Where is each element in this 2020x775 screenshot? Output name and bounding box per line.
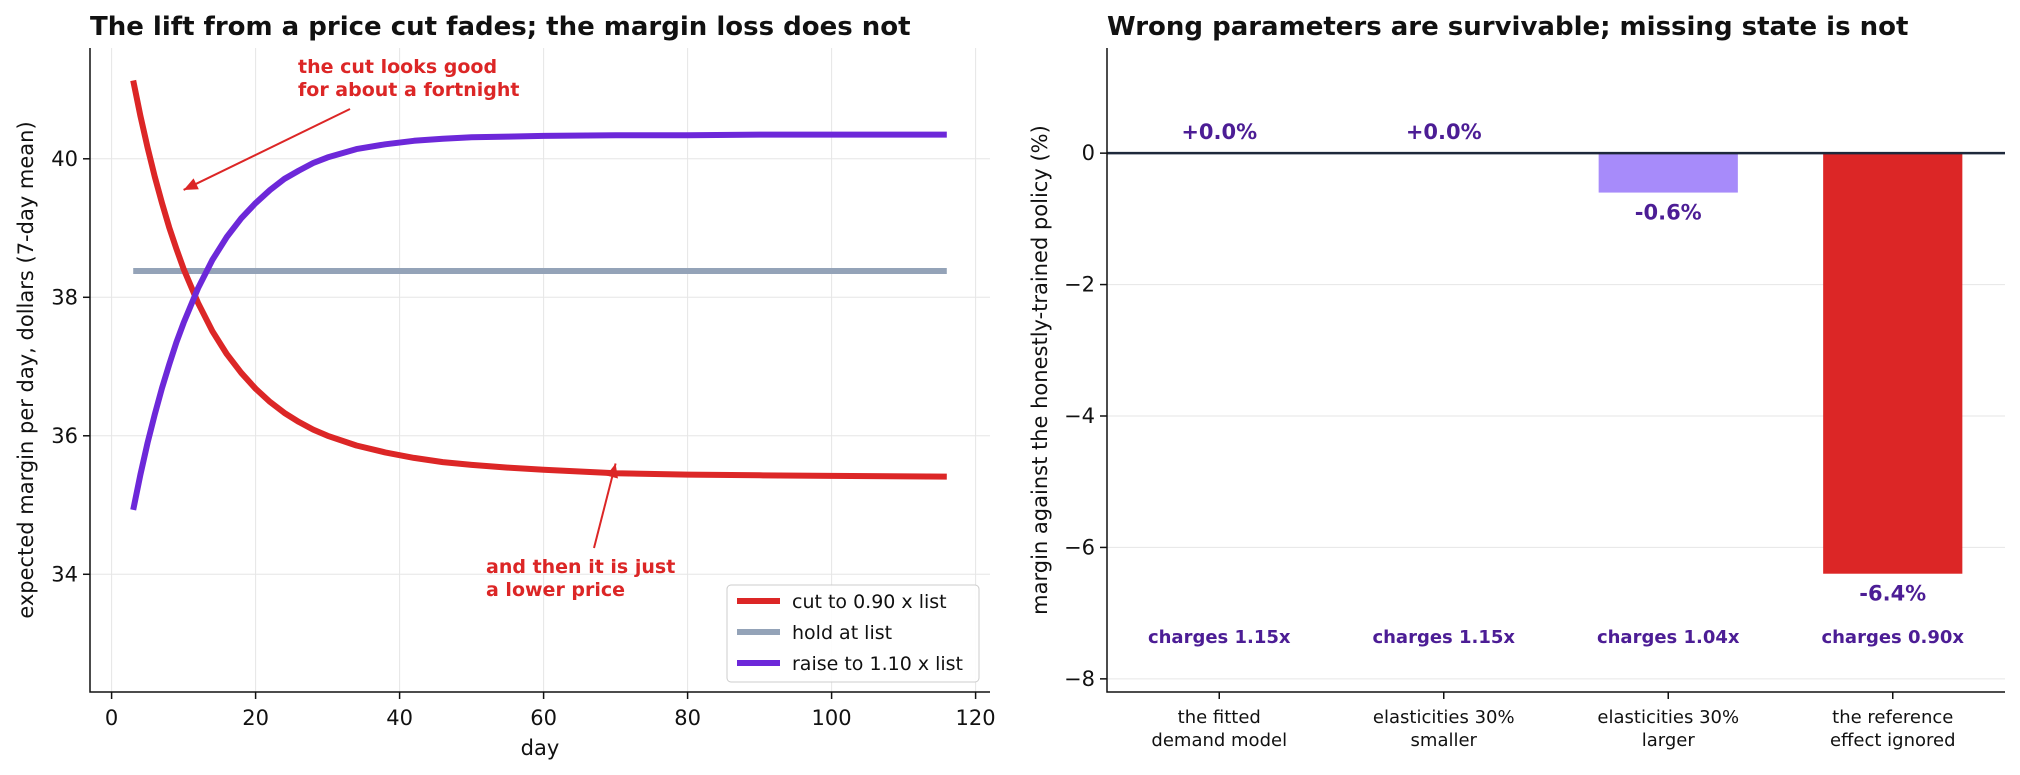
category-label-line: effect ignored: [1830, 730, 1956, 751]
category-label-line: the reference: [1832, 707, 1953, 728]
y-tick-label: −2: [1064, 273, 1095, 297]
x-tick-label: 0: [105, 706, 118, 730]
annotation-lower-price-line-1: and then it is just: [486, 556, 675, 578]
bar-chart-y-label: margin against the honestly-trained poli…: [1028, 125, 1052, 615]
legend-item-cut: cut to 0.90 x list: [737, 591, 947, 613]
legend-label: hold at list: [792, 622, 892, 644]
bar-value-label: +0.0%: [1181, 120, 1257, 144]
legend-items: cut to 0.90 x list hold at list raise to 1…: [737, 591, 963, 675]
bar-chart-bars: [1598, 153, 1963, 574]
bar-charge-label: charges 1.15x: [1372, 627, 1515, 648]
category-label: elasticities 30% larger: [1597, 707, 1739, 751]
x-tick-label: 40: [386, 706, 413, 730]
category-label-line: smaller: [1411, 730, 1478, 751]
line-chart-x-label: day: [521, 736, 560, 760]
series-line-raise: [130, 131, 947, 511]
x-tick-label: 20: [242, 706, 269, 730]
legend-frame: [726, 584, 980, 683]
y-tick-label: 40: [51, 147, 78, 171]
annotation-fortnight: the cut looks good for about a fortnight: [183, 56, 519, 191]
y-tick-label: 34: [51, 562, 78, 586]
bar-chart-value-labels: +0.0% charges 1.15x +0.0% charges 1.15x -0.6…: [1148, 120, 1964, 648]
bar-value-label: -0.6%: [1635, 201, 1702, 225]
line-chart-title: The lift from a price cut fades; the mar…: [90, 12, 911, 42]
y-tick-label: 36: [51, 424, 78, 448]
annotation-lower-price-arrowhead: [606, 463, 618, 479]
bar-chart-axes: [1106, 48, 2005, 693]
bar-chart-title: Wrong parameters are survivable; missing…: [1107, 12, 1908, 42]
line-chart-series: [130, 79, 947, 511]
bar-charge-label: charges 1.04x: [1597, 627, 1740, 648]
line-chart-y-label: expected margin per day, dollars (7-day …: [14, 121, 38, 618]
category-label: the reference effect ignored: [1830, 707, 1956, 751]
bar: [1598, 153, 1738, 193]
annotation-fortnight-line-1: the cut looks good: [298, 56, 497, 78]
annotation-fortnight-arrowhead: [183, 178, 199, 190]
annotation-fortnight-arrow: [183, 108, 351, 191]
line-chart-x-ticks: 0 20 40 60 80 100 120: [105, 692, 996, 730]
bar-charge-label: charges 0.90x: [1821, 627, 1964, 648]
line-chart-axes: [89, 48, 990, 693]
y-tick-label: −4: [1064, 404, 1095, 428]
legend-item-raise: raise to 1.10 x list: [737, 653, 963, 675]
bar-charge-label: charges 1.15x: [1148, 627, 1291, 648]
bar-value-label: +0.0%: [1406, 120, 1482, 144]
bar: [1823, 153, 1963, 574]
y-tick-label: −6: [1064, 535, 1095, 559]
legend-item-hold: hold at list: [737, 622, 892, 644]
x-tick-label: 80: [674, 706, 701, 730]
x-tick-label: 60: [530, 706, 557, 730]
annotation-lower-price-arrow: [593, 463, 617, 549]
annotation-lower-price: and then it is just a lower price: [486, 463, 682, 601]
x-tick-label: 120: [956, 706, 996, 730]
y-tick-label: −8: [1064, 667, 1095, 691]
legend-label: cut to 0.90 x list: [792, 591, 947, 613]
annotation-lower-price-text: and then it is just a lower price: [486, 556, 682, 601]
category-label-line: elasticities 30%: [1597, 707, 1739, 728]
category-label: the fitted demand model: [1151, 707, 1287, 751]
x-tick-label: 100: [812, 706, 852, 730]
legend-label: raise to 1.10 x list: [792, 653, 963, 675]
series-line-cut: [130, 79, 947, 480]
line-chart-legend: cut to 0.90 x list hold at list raise to 1…: [726, 584, 980, 683]
line-chart-y-ticks: 34 36 38 40: [51, 147, 90, 586]
annotation-fortnight-line-2: for about a fortnight: [298, 79, 519, 101]
annotation-fortnight-text: the cut looks good for about a fortnight: [298, 56, 519, 101]
line-chart-panel: The lift from a price cut fades; the mar…: [14, 12, 996, 760]
bar-chart-panel: Wrong parameters are survivable; missing…: [1028, 12, 2005, 751]
category-label-line: larger: [1642, 730, 1696, 751]
y-tick-label: 0: [1082, 141, 1095, 165]
bar-chart-y-ticks: 0 −2 −4 −6 −8: [1064, 141, 1107, 691]
category-label-line: the fitted: [1178, 707, 1261, 728]
category-label: elasticities 30% smaller: [1373, 707, 1515, 751]
category-label-line: elasticities 30%: [1373, 707, 1515, 728]
annotation-lower-price-line-2: a lower price: [486, 579, 625, 601]
category-label-line: demand model: [1151, 730, 1287, 751]
y-tick-label: 38: [51, 285, 78, 309]
bar-value-label: -6.4%: [1859, 582, 1926, 606]
